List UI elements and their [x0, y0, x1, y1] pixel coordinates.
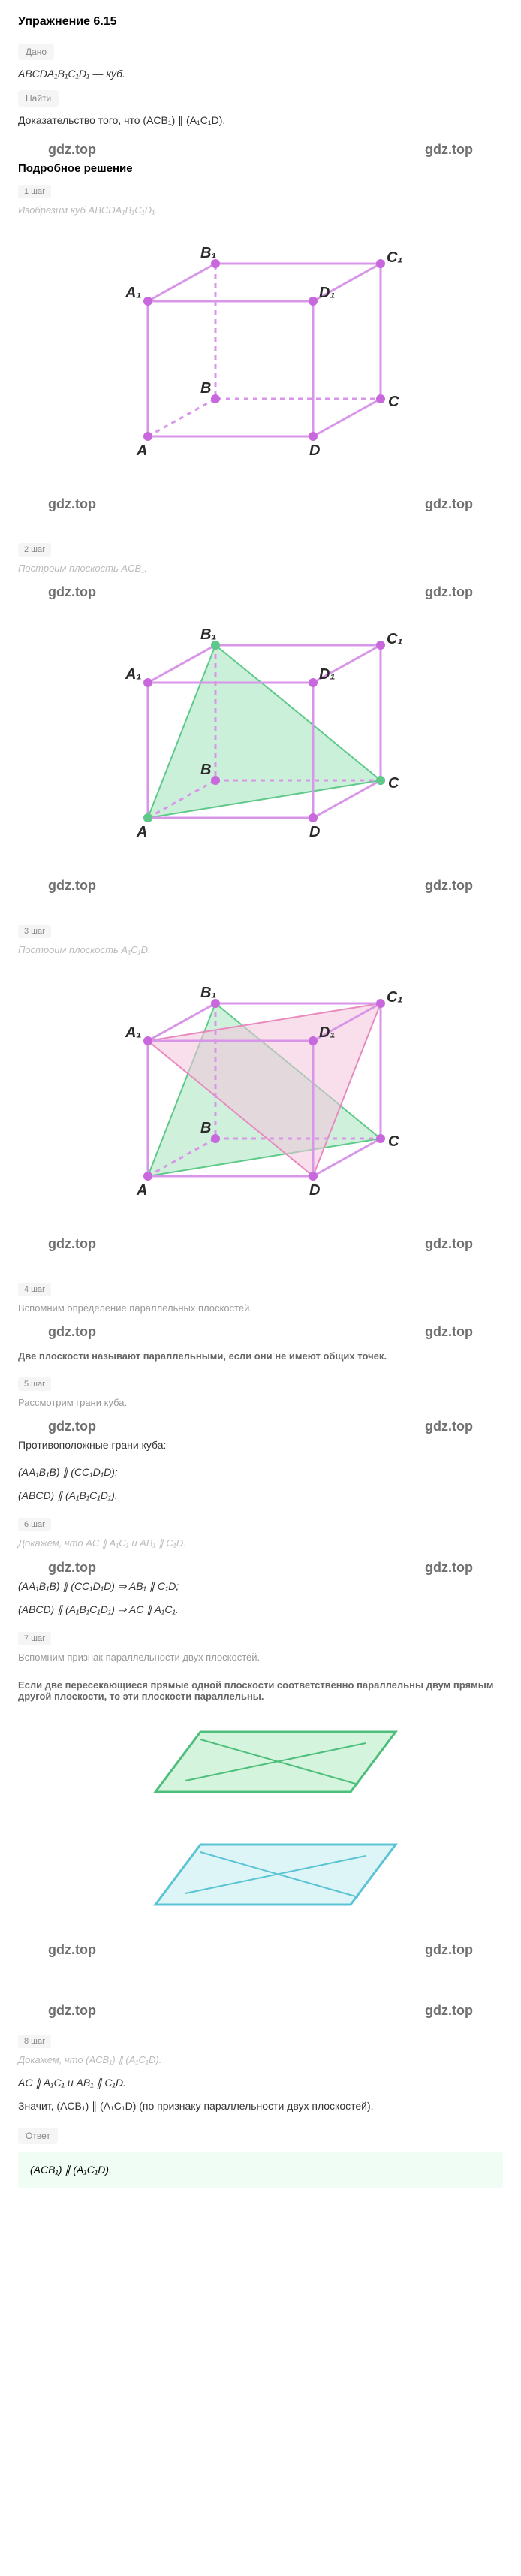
svg-text:C₁: C₁ [387, 989, 402, 1006]
watermark: gdz.top [48, 1324, 96, 1340]
watermark: gdz.top [48, 1236, 96, 1252]
watermark: gdz.top [425, 496, 473, 512]
svg-text:A₁: A₁ [125, 1024, 141, 1041]
step-6-text: Докажем, что AC ∥ A₁C₁ и AB₁ ∥ C₁D. [18, 1537, 503, 1549]
watermark-row: gdz.top gdz.top [18, 1942, 503, 1958]
svg-text:A: A [136, 1182, 147, 1199]
step-8-badge: 8 шаг [18, 2035, 51, 2048]
label-D: D [309, 442, 320, 459]
step-7-badge: 7 шаг [18, 1632, 51, 1645]
step-7-info: Если две пересекающиеся прямые одной пло… [18, 1673, 503, 1708]
cube-diagram-3: A D C B A₁ D₁ C₁ B₁ [103, 966, 418, 1221]
label-D1: D₁ [319, 285, 335, 301]
step-4-badge: 4 шаг [18, 1283, 51, 1296]
answer-badge: Ответ [18, 2128, 58, 2144]
step-8-l1: AC ∥ A₁C₁ и AB₁ ∥ C₁D. [18, 2077, 503, 2089]
svg-text:B₁: B₁ [200, 985, 216, 1001]
step-2-badge: 2 шаг [18, 543, 51, 557]
svg-text:D₁: D₁ [319, 666, 335, 683]
watermark: gdz.top [425, 1560, 473, 1576]
step-2-text: Построим плоскость ACB₁. [18, 563, 503, 574]
exercise-title: Упражнение 6.15 [18, 15, 503, 29]
watermark: gdz.top [425, 1419, 473, 1434]
watermark: gdz.top [48, 584, 96, 600]
step-8-text: Докажем, что (ACB₁) ∥ (A₁C₁D). [18, 2054, 503, 2066]
label-C: C [388, 394, 399, 410]
watermark-row: gdz.top gdz.top [18, 496, 503, 512]
step-6-badge: 6 шаг [18, 1518, 51, 1531]
watermark: gdz.top [48, 1560, 96, 1576]
watermark: gdz.top [48, 2003, 96, 2019]
step-5-l1: Противоположные грани куба: [18, 1439, 503, 1451]
cube-diagram-1: A D C B A₁ D₁ C₁ B₁ [103, 226, 418, 481]
step-8-l2: Значит, (ACB₁) ∥ (A₁C₁D) (по признаку па… [18, 2100, 503, 2113]
svg-text:A₁: A₁ [125, 666, 141, 683]
step-5-badge: 5 шаг [18, 1377, 51, 1391]
label-B1: B₁ [200, 245, 216, 261]
svg-text:B: B [200, 1120, 211, 1136]
step-1-badge: 1 шаг [18, 185, 51, 198]
answer-box: (ACB₁) ∥ (A₁C₁D). [18, 2152, 503, 2188]
watermark-row: gdz.top gdz.top [18, 1560, 503, 1576]
watermark-row: gdz.top gdz.top [18, 2003, 503, 2019]
step-5-text: Рассмотрим грани куба. [18, 1397, 503, 1408]
watermark: gdz.top [48, 142, 96, 158]
watermark: gdz.top [425, 1236, 473, 1252]
svg-text:B: B [200, 762, 211, 778]
parallel-planes-diagram [103, 1717, 418, 1927]
svg-text:C: C [388, 775, 399, 792]
watermark: gdz.top [48, 1419, 96, 1434]
watermark-row: gdz.top gdz.top [18, 1324, 503, 1340]
find-badge: Найти [18, 90, 59, 107]
label-A1: A₁ [125, 285, 141, 301]
svg-text:C: C [388, 1133, 399, 1150]
svg-text:D₁: D₁ [319, 1024, 335, 1041]
find-text: Доказательство того, что (ACB₁) ∥ (A₁C₁D… [18, 114, 503, 127]
step-4-text: Вспомним определение параллельных плоско… [18, 1302, 503, 1314]
watermark: gdz.top [425, 584, 473, 600]
step-3-badge: 3 шаг [18, 925, 51, 938]
label-C1: C₁ [387, 249, 402, 266]
step-5-l2: (AA₁B₁B) ∥ (CC₁D₁D); [18, 1466, 503, 1479]
svg-text:B₁: B₁ [200, 626, 216, 643]
cube-diagram-2: A D C B A₁ D₁ C₁ B₁ [103, 608, 418, 863]
watermark: gdz.top [48, 878, 96, 894]
step-7-text: Вспомним признак параллельности двух пло… [18, 1651, 503, 1663]
watermark: gdz.top [425, 142, 473, 158]
given-text: ABCDA₁B₁C₁D₁ — куб. [18, 68, 503, 80]
step-1-text: Изобразим куб ABCDA₁B₁C₁D₁. [18, 204, 503, 216]
step-6-l2: (ABCD) ∥ (A₁B₁C₁D₁) ⇒ AC ∥ A₁C₁. [18, 1603, 503, 1616]
watermark: gdz.top [425, 1942, 473, 1958]
watermark-row: gdz.top gdz.top [18, 584, 503, 600]
watermark-row: gdz.top gdz.top [18, 142, 503, 158]
solution-header: Подробное решение [18, 162, 503, 175]
watermark: gdz.top [425, 2003, 473, 2019]
label-B: B [200, 380, 211, 397]
given-badge: Дано [18, 44, 54, 60]
watermark-row: gdz.top gdz.top [18, 1419, 503, 1434]
watermark: gdz.top [425, 1324, 473, 1340]
step-4-info: Две плоскости называют параллельными, ес… [18, 1344, 503, 1368]
watermark-row: gdz.top gdz.top [18, 878, 503, 894]
label-A: A [136, 442, 147, 459]
svg-text:D: D [309, 824, 320, 840]
svg-text:A: A [136, 824, 147, 840]
watermark-row: gdz.top gdz.top [18, 1236, 503, 1252]
step-6-l1: (AA₁B₁B) ∥ (CC₁D₁D) ⇒ AB₁ ∥ C₁D; [18, 1580, 503, 1593]
step-3-text: Построим плоскость A₁C₁D. [18, 944, 503, 955]
watermark: gdz.top [48, 1942, 96, 1958]
svg-text:C₁: C₁ [387, 631, 402, 647]
watermark: gdz.top [48, 496, 96, 512]
svg-text:D: D [309, 1182, 320, 1199]
watermark: gdz.top [425, 878, 473, 894]
step-5-l3: (ABCD) ∥ (A₁B₁C₁D₁). [18, 1489, 503, 1502]
